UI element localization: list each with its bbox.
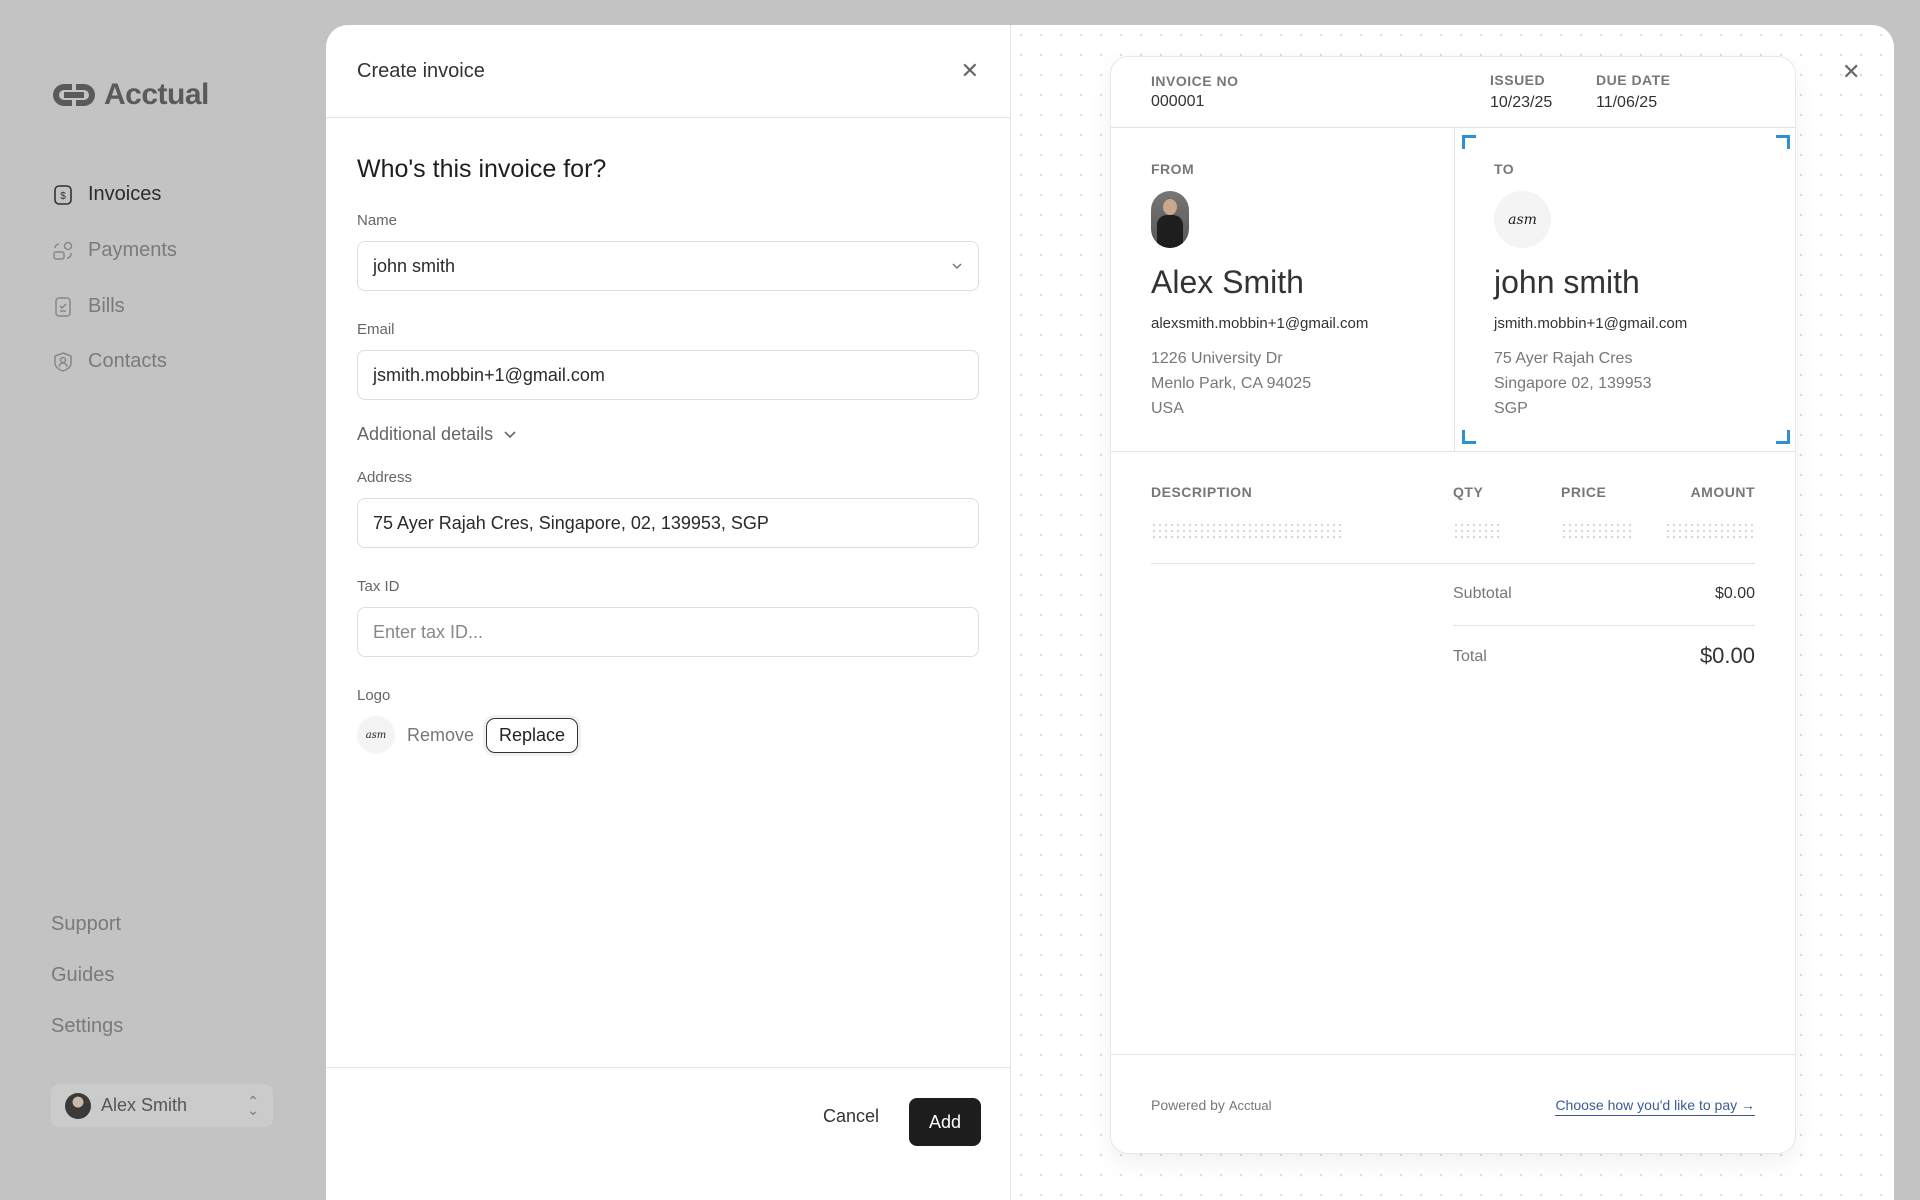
sidebar-item-label: Payments: [88, 239, 177, 261]
bill-check-icon: [55, 296, 71, 317]
from-section: FROM Alex Smith alexsmith.mobbin+1@gmail…: [1151, 161, 1368, 421]
sender-address-line: USA: [1151, 400, 1184, 417]
recipient-address-line: 75 Ayer Rajah Cres: [1494, 350, 1633, 367]
support-link[interactable]: Support: [51, 913, 122, 935]
sender-address-line: Menlo Park, CA 94025: [1151, 375, 1312, 392]
sidebar-item-payments[interactable]: Payments: [52, 239, 177, 262]
sidebar-item-bills[interactable]: Bills: [52, 295, 125, 318]
email-value: jsmith.mobbin+1@gmail.com: [373, 364, 605, 385]
subtotal-value: $0.00: [1714, 585, 1755, 602]
create-invoice-form: Create invoice ✕ Who's this invoice for?…: [326, 25, 1011, 1200]
from-label: FROM: [1151, 161, 1195, 177]
recipient-address-line: Singapore 02, 139953: [1494, 375, 1652, 392]
close-icon[interactable]: ✕: [960, 58, 979, 83]
chevron-up-down-icon: ⌃ ⌄: [247, 1092, 259, 1118]
column-price: PRICE: [1561, 484, 1607, 500]
additional-details-label: Additional details: [357, 424, 494, 444]
invoice-dollar-icon: $: [54, 184, 72, 205]
line-item-skeleton: [1151, 522, 1343, 540]
due-date-label: DUE DATE: [1596, 72, 1671, 88]
line-item-skeleton: [1561, 522, 1631, 540]
column-description: DESCRIPTION: [1151, 484, 1253, 500]
selection-corner: [1462, 430, 1476, 444]
taxid-label: Tax ID: [357, 578, 400, 595]
address-field[interactable]: 75 Ayer Rajah Cres, Singapore, 02, 13995…: [357, 498, 979, 548]
recipient-address-line: SGP: [1494, 400, 1528, 417]
selection-corner: [1776, 430, 1790, 444]
taxid-field[interactable]: Enter tax ID...: [357, 607, 979, 657]
dialog-title: Create invoice: [357, 59, 485, 82]
svg-text:$: $: [60, 191, 66, 202]
acctual-logo-icon: [53, 84, 95, 106]
name-label: Name: [357, 212, 398, 229]
guides-link[interactable]: Guides: [51, 964, 115, 986]
issued-label: ISSUED: [1490, 72, 1546, 88]
taxid-placeholder: Enter tax ID...: [373, 621, 484, 642]
line-item-skeleton: [1665, 522, 1755, 540]
address-value: 75 Ayer Rajah Cres, Singapore, 02, 13995…: [373, 512, 769, 533]
user-switcher[interactable]: Alex Smith ⌃ ⌄: [51, 1084, 273, 1127]
due-date: 11/06/25: [1596, 94, 1658, 111]
contact-shield-icon: [54, 351, 72, 372]
to-section: TO asm john smith jsmith.mobbin+1@gmail.…: [1494, 161, 1687, 421]
issued-date: 10/23/25: [1490, 94, 1553, 111]
brand-logo[interactable]: Acctual: [50, 78, 209, 112]
logo-label: Logo: [357, 687, 391, 704]
pay-link-text[interactable]: Choose how you'd like to pay →: [1555, 1097, 1755, 1116]
chevron-down-icon: [952, 263, 962, 270]
to-label: TO: [1494, 161, 1515, 177]
chevron-down-icon: [504, 431, 516, 439]
remove-logo-button[interactable]: Remove: [407, 724, 475, 745]
column-amount: AMOUNT: [1690, 484, 1755, 500]
sender-name: Alex Smith: [1151, 264, 1304, 300]
sender-address-line: 1226 University Dr: [1151, 350, 1283, 367]
sidebar-item-invoices[interactable]: $ Invoices: [52, 183, 161, 206]
cancel-button[interactable]: Cancel: [823, 1106, 880, 1126]
name-select[interactable]: john smith: [357, 241, 979, 291]
email-field[interactable]: jsmith.mobbin+1@gmail.com: [357, 350, 979, 400]
powered-by: Powered by Acctual: [1151, 1097, 1271, 1113]
powered-by-text: Powered by: [1151, 1097, 1225, 1113]
email-label: Email: [357, 321, 395, 338]
sender-avatar: [1151, 191, 1189, 248]
brand-name: Acctual: [104, 78, 209, 111]
settings-link[interactable]: Settings: [51, 1015, 124, 1037]
sidebar-item-contacts[interactable]: Contacts: [52, 350, 167, 373]
payments-icon: [53, 241, 73, 260]
form-heading: Who's this invoice for?: [357, 155, 607, 183]
line-item-skeleton: [1453, 522, 1503, 540]
total-value: $0.00: [1699, 643, 1755, 668]
selection-corner: [1462, 135, 1476, 149]
close-preview-icon[interactable]: ✕: [1842, 59, 1861, 84]
invoice-no-label: INVOICE NO: [1151, 73, 1239, 89]
recipient-name: john smith: [1494, 264, 1640, 300]
user-name: Alex Smith: [101, 1095, 188, 1115]
avatar: [65, 1092, 91, 1119]
recipient-email: jsmith.mobbin+1@gmail.com: [1494, 315, 1688, 332]
sender-email: alexsmith.mobbin+1@gmail.com: [1151, 315, 1369, 332]
invoice-preview-card: INVOICE NO 000001 ISSUED 10/23/25 DUE DA…: [1110, 56, 1796, 1154]
sidebar-item-label: Invoices: [88, 183, 162, 205]
add-button[interactable]: Add: [909, 1098, 981, 1146]
total-label: Total: [1453, 648, 1487, 665]
pay-link[interactable]: Choose how you'd like to pay →: [1555, 1097, 1755, 1116]
column-qty: QTY: [1453, 484, 1484, 500]
additional-details-toggle[interactable]: Additional details: [357, 424, 979, 445]
recipient-logo: asm: [1494, 191, 1551, 248]
subtotal-label: Subtotal: [1453, 585, 1512, 602]
invoice-no: 000001: [1151, 93, 1205, 110]
powered-by-brand: Acctual: [1228, 1098, 1272, 1113]
replace-logo-button[interactable]: Replace: [486, 717, 579, 753]
sidebar-item-label: Bills: [88, 295, 125, 317]
sidebar-item-label: Contacts: [88, 350, 167, 372]
logo-thumbnail: asm: [357, 716, 395, 754]
selection-corner: [1776, 135, 1790, 149]
address-label: Address: [357, 469, 413, 486]
name-value: john smith: [373, 255, 456, 276]
